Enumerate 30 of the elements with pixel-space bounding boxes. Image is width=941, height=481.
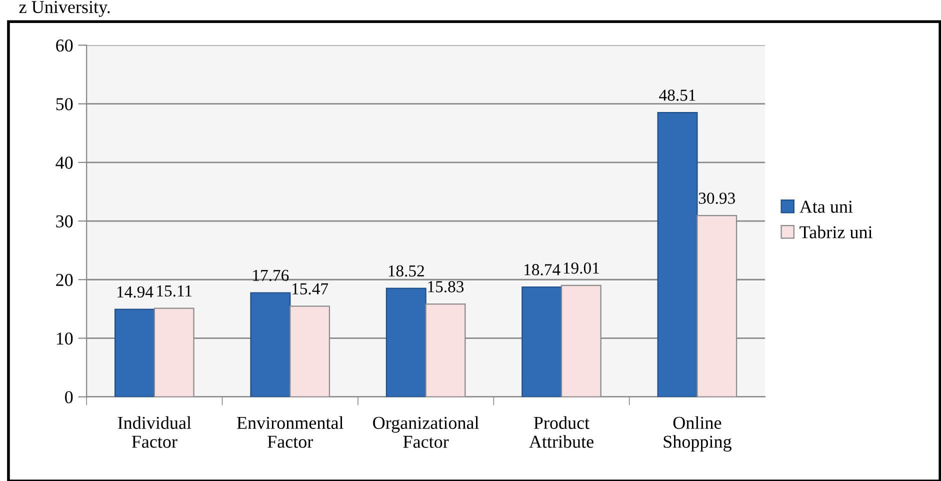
bar [657,112,698,397]
legend-label: Ata uni [800,200,853,213]
y-tick-label: 50 [56,98,73,110]
legend-label: Tabriz uni [800,226,872,238]
data-label: 18.52 [388,265,424,277]
data-label: 19.01 [564,262,599,274]
y-tick-label: 60 [56,39,73,52]
data-label: 18.74 [524,264,560,276]
bar [386,288,426,397]
data-label: 15.83 [428,281,464,292]
y-tick-label: 30 [56,215,73,228]
x-tick-label: Individual Factor [118,416,192,448]
x-tick-label: Online Shopping [664,416,732,452]
y-tick-label: 0 [65,391,73,404]
data-label: 30.93 [698,192,735,204]
data-label: 17.76 [253,270,289,282]
bar [522,286,562,397]
y-tick-label: 40 [56,156,73,169]
text: z University. [19,1,110,17]
data-label: 14.94 [117,286,154,298]
y-tick-label: 10 [56,332,73,345]
x-tick-label: Environmental Factor [236,416,344,448]
data-label: 15.11 [157,285,192,297]
data-label: 15.47 [292,283,328,295]
x-tick-label: Organizational Factor [373,416,479,448]
bar [114,308,155,397]
y-tick-label: 20 [56,274,73,286]
x-tick-label: Product Attribute [529,416,594,448]
data-label: 48.51 [659,90,696,101]
bar [250,292,291,397]
